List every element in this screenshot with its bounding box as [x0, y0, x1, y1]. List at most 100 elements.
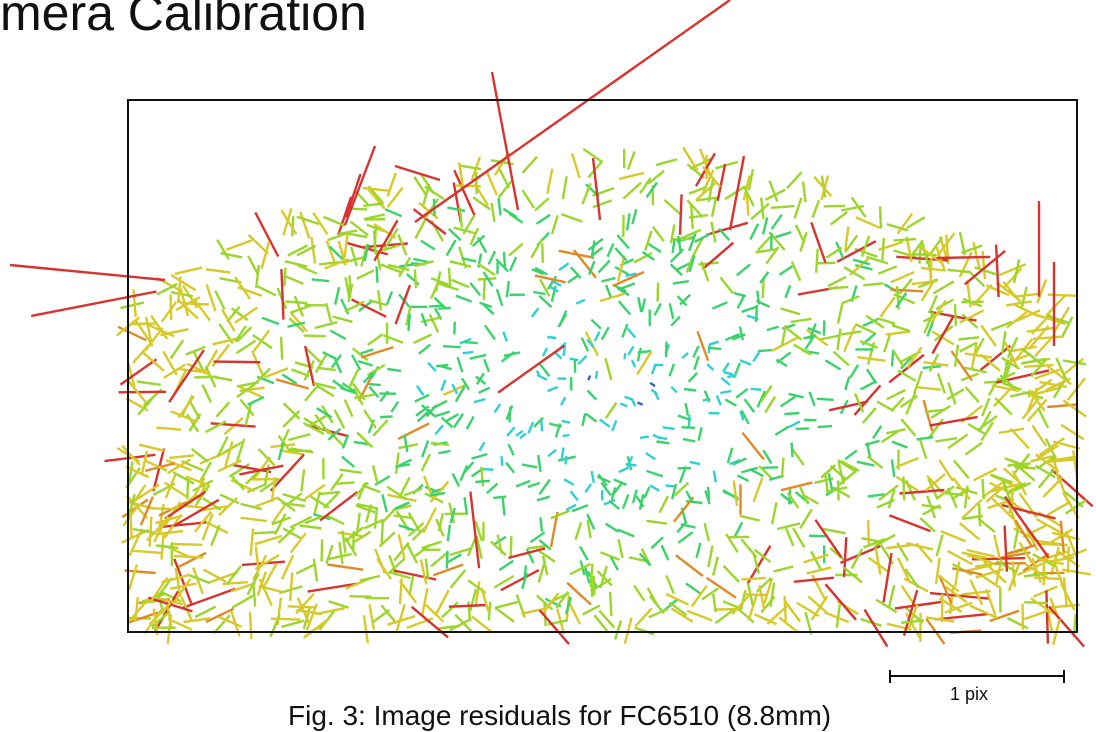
residual-vector	[212, 377, 232, 381]
residual-vector	[458, 357, 463, 372]
residual-vector	[1032, 425, 1046, 446]
residual-vector	[378, 290, 381, 310]
residual-vector	[876, 600, 897, 613]
residual-vector	[813, 200, 819, 217]
residual-vector	[470, 589, 476, 611]
residual-vector	[586, 414, 597, 422]
residual-vector	[782, 458, 784, 478]
figure-caption: Fig. 3: Image residuals for FC6510 (8.8m…	[288, 700, 831, 732]
residual-vector	[686, 583, 701, 593]
residual-vector	[287, 606, 315, 607]
residual-vector	[407, 544, 417, 564]
residual-vector	[724, 372, 733, 374]
residual-vector	[528, 483, 540, 487]
residual-vector	[162, 302, 176, 322]
residual-vector	[562, 421, 570, 423]
residual-outlier	[498, 346, 564, 393]
residual-vector	[762, 467, 778, 468]
residual-vector	[606, 403, 617, 419]
residual-vector	[509, 244, 523, 256]
residual-vector	[450, 261, 471, 266]
residual-vector	[1038, 408, 1048, 428]
residual-vector	[328, 234, 346, 241]
residual-vector	[312, 237, 316, 264]
residual-vector	[947, 389, 964, 399]
residual-vector	[445, 414, 458, 422]
residual-vector	[620, 404, 627, 407]
residual-vector	[281, 621, 304, 627]
residual-vector	[876, 548, 881, 575]
residual-vector	[588, 391, 597, 400]
residual-vector	[431, 552, 448, 566]
residual-vector	[983, 251, 985, 279]
residual-vector	[564, 479, 574, 485]
residual-vector	[820, 336, 840, 340]
residual-vector	[595, 332, 600, 341]
residual-vector	[817, 399, 834, 400]
residual-vector	[380, 416, 393, 417]
residual-vector	[335, 482, 354, 484]
residual-vector	[666, 576, 674, 594]
residual-vector	[539, 296, 551, 307]
residual-vector	[775, 232, 791, 237]
residual-vector	[884, 553, 892, 602]
residual-vector	[256, 265, 259, 288]
residual-vector	[931, 258, 932, 285]
residual-vector	[335, 287, 339, 305]
residual-vector	[407, 274, 419, 285]
residual-vector	[134, 289, 136, 317]
residual-vector	[612, 420, 616, 431]
residual-vector	[232, 596, 253, 608]
residual-vector	[866, 316, 884, 328]
residual-vector	[856, 217, 880, 227]
residual-vector	[582, 413, 585, 426]
residual-vector	[602, 278, 616, 282]
residual-vector	[886, 332, 910, 335]
residual-vector	[535, 276, 566, 283]
residual-vector	[658, 283, 659, 302]
residual-vector	[634, 585, 644, 600]
residual-vector	[753, 352, 759, 361]
residual-vector	[484, 359, 489, 372]
residual-vector	[740, 360, 751, 364]
residual-vector	[251, 529, 253, 556]
residual-vector	[566, 456, 567, 464]
residual-vector	[758, 350, 772, 351]
residual-vector	[447, 551, 448, 569]
residual-vector	[892, 460, 894, 478]
residual-vector	[929, 295, 937, 313]
residual-vector	[771, 583, 775, 607]
residual-vector	[421, 241, 435, 250]
residual-vector	[924, 362, 948, 365]
residual-vector	[728, 537, 750, 538]
residual-vector	[341, 299, 348, 314]
residual-vector	[795, 198, 802, 219]
residual-vector	[439, 366, 452, 370]
residual-vector	[893, 351, 903, 367]
residual-vector	[211, 525, 219, 546]
residual-vector	[889, 585, 894, 607]
residual-vector	[844, 326, 855, 352]
residual-vector	[699, 427, 702, 440]
residual-vector	[520, 433, 526, 438]
residual-vector	[415, 395, 429, 402]
residual-vector	[947, 270, 970, 272]
residual-vector	[670, 303, 674, 319]
residual-vector	[368, 365, 385, 375]
residual-vector	[740, 327, 743, 341]
residual-vector	[609, 501, 619, 509]
residual-vector	[645, 231, 651, 250]
residual-vector	[735, 522, 743, 537]
residual-vector	[640, 437, 649, 438]
residual-vector	[523, 190, 534, 208]
residual-vector	[632, 360, 635, 367]
residual-vector	[548, 450, 556, 457]
residual-vector	[789, 394, 804, 397]
residual-vector	[271, 455, 304, 491]
residual-vector	[632, 209, 636, 224]
residual-vector	[608, 244, 614, 257]
residual-vector	[493, 497, 506, 498]
residual-vector	[655, 304, 661, 316]
residual-vector	[825, 360, 840, 369]
residual-vector	[689, 373, 698, 382]
